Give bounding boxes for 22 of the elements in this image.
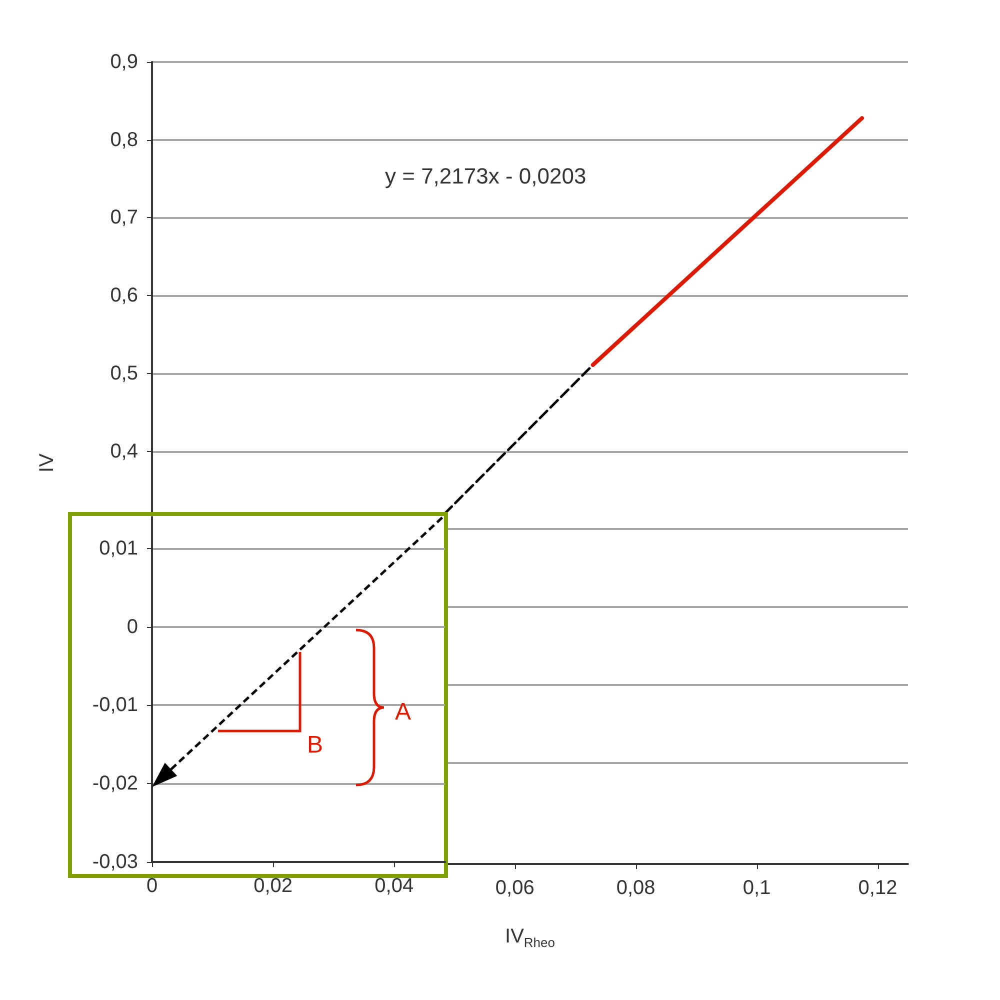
x-tick-label: 0,02 [254,875,293,897]
y-tick-label: 0,4 [110,440,138,462]
y-tick-label: 0,5 [110,362,138,384]
y-tick-label: 0,6 [110,284,138,307]
annotation: A [394,698,412,726]
x-tick-label: 0,04 [374,875,414,897]
y-tick-label: -0,02 [92,772,138,795]
y-tick-label: -0,03 [92,851,138,873]
y-tick-label: 0,8 [110,128,138,151]
annotation: y = 7,2173x - 0,0203 [385,164,586,188]
y-axis-title: IV [36,452,58,472]
x-tick-label: 0,1 [742,877,771,899]
x-tick-label: 0,06 [495,877,534,899]
y-tick-label: 0 [126,616,138,638]
x-tick-label: 0,08 [616,877,656,899]
x-tick-label: 0,12 [858,877,898,899]
y-tick-label: 0,7 [110,206,138,229]
y-tick-label: -0,01 [92,694,138,716]
x-tick-label: 0 [146,875,158,897]
y-tick-label: 0,01 [99,537,138,560]
annotation: B [306,732,324,758]
y-tick-label: 0,9 [110,51,138,73]
